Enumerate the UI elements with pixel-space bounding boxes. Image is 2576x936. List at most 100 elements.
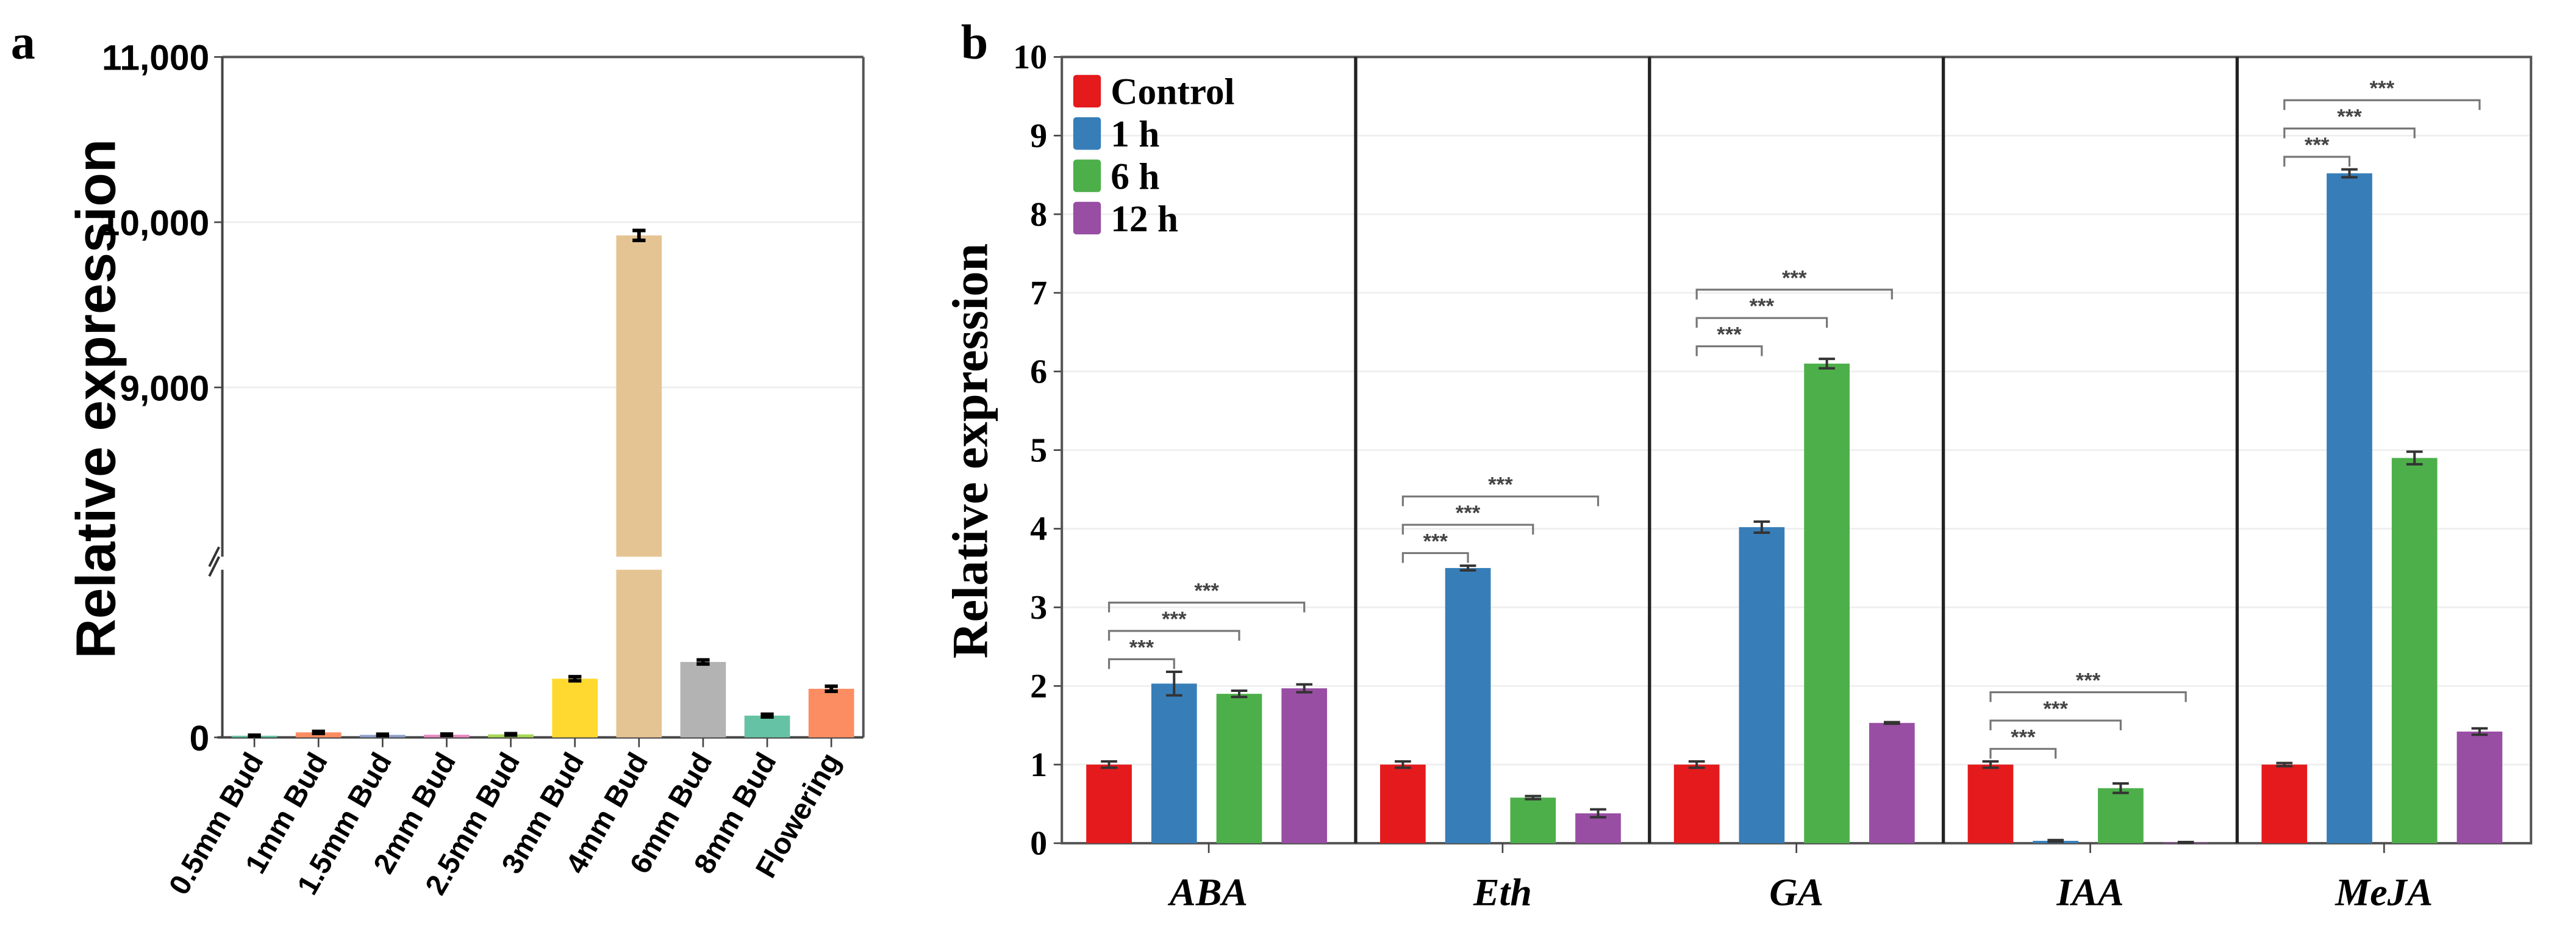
bar-lower-part <box>616 569 662 738</box>
error-bar <box>1819 358 1835 370</box>
bar <box>552 679 598 738</box>
error-bar <box>1883 721 1900 725</box>
error-bar <box>760 712 774 719</box>
y-tick-label: 0 <box>1030 825 1047 863</box>
legend-label: 12 h <box>1111 198 1178 240</box>
significance-bracket <box>1401 552 1469 563</box>
x-tick-label: ABA <box>1167 870 1248 913</box>
error-bar <box>568 675 582 683</box>
y-tick-label: 10 <box>1013 38 1047 76</box>
significance-label: *** <box>1750 295 1775 318</box>
significance-label: *** <box>1423 530 1448 553</box>
significance-bracket <box>1989 747 2057 759</box>
significance-label: *** <box>2370 77 2395 100</box>
axis-break-mark <box>208 546 221 577</box>
legend-swatch <box>1073 159 1101 192</box>
error-bar <box>1525 794 1542 801</box>
error-bar <box>1688 760 1705 769</box>
significance-bracket <box>2283 99 2481 110</box>
bar <box>680 661 726 738</box>
y-tick-label: 6 <box>1030 353 1047 391</box>
bar <box>1739 527 1785 843</box>
y-tick-label: 2 <box>1030 668 1047 705</box>
error-bar <box>1231 689 1248 699</box>
significance-label: *** <box>1456 502 1481 525</box>
significance-bracket <box>1695 345 1763 356</box>
error-bar <box>504 732 518 737</box>
y-tick-label: 0 <box>190 719 210 758</box>
bar <box>1151 683 1197 843</box>
error-bar <box>1982 760 1999 769</box>
bar <box>1445 567 1491 843</box>
error-bar <box>2113 782 2129 794</box>
significance-label: *** <box>1194 580 1219 603</box>
bar <box>2261 765 2308 843</box>
bar <box>1379 765 1426 843</box>
error-bar <box>2047 838 2064 843</box>
legend-swatch <box>1073 74 1101 108</box>
y-tick-label: 4 <box>1030 510 1047 548</box>
significance-bracket <box>1695 289 1893 300</box>
significance-label: *** <box>2043 697 2068 721</box>
error-bar <box>1395 760 1411 769</box>
error-bar <box>1459 564 1476 572</box>
significance-label: *** <box>2305 134 2330 157</box>
y-tick-label: 10,000 <box>100 204 210 243</box>
significance-bracket <box>1107 658 1175 669</box>
bar <box>1967 765 2014 843</box>
error-bar <box>1101 760 1117 769</box>
error-bar <box>2471 727 2488 736</box>
y-tick-label: 1 <box>1030 746 1047 784</box>
error-bar <box>312 729 325 735</box>
legend-label: Control <box>1111 71 1234 113</box>
y-axis-label: Relative expression <box>942 243 998 659</box>
error-bar <box>2177 841 2194 844</box>
bar <box>1281 688 1328 843</box>
error-bar <box>1165 671 1182 697</box>
significance-label: *** <box>1129 636 1154 659</box>
legend-label: 1 h <box>1111 113 1159 155</box>
bar <box>616 235 662 557</box>
error-bar <box>2341 168 2358 179</box>
panel-b-chart: 0 1 2 3 4 5 6 7 8 9 10 Relative expression ABA *** ***… <box>942 38 2533 913</box>
bar <box>744 715 790 738</box>
significance-bracket <box>1989 719 2122 730</box>
panel-label-a: a <box>11 16 35 70</box>
y-tick-label: 5 <box>1030 431 1047 469</box>
error-bar <box>632 228 646 242</box>
error-bar <box>376 732 390 738</box>
bar <box>1869 722 1915 843</box>
significance-bracket <box>1107 602 1306 613</box>
y-tick-label: 3 <box>1030 589 1047 627</box>
bar <box>2456 731 2503 843</box>
error-bar <box>440 732 454 738</box>
legend-label: 6 h <box>1111 156 1159 197</box>
bar <box>2327 173 2372 843</box>
x-tick-label: IAA <box>2056 870 2123 913</box>
significance-label: *** <box>1782 267 1807 290</box>
error-bar <box>1296 683 1313 694</box>
bar <box>2391 458 2438 843</box>
y-tick-label: 7 <box>1030 275 1047 312</box>
legend-swatch <box>1073 201 1101 235</box>
bar <box>808 688 854 738</box>
significance-label: *** <box>2076 669 2101 693</box>
bar <box>1216 694 1262 843</box>
error-bar <box>1590 808 1606 819</box>
y-tick-label: 9 <box>1030 117 1047 155</box>
panel-label-b: b <box>961 16 989 70</box>
significance-bracket <box>1401 495 1600 506</box>
bar <box>1804 363 1850 843</box>
bar <box>2098 788 2144 843</box>
error-bar <box>2406 450 2423 466</box>
y-tick-label: 11,000 <box>102 38 209 78</box>
y-axis-label: Relative expression <box>65 139 127 659</box>
y-tick-label: 9,000 <box>120 369 209 408</box>
bar <box>1673 765 1720 843</box>
significance-label: *** <box>2011 725 2036 749</box>
error-bar <box>825 684 838 693</box>
error-bar <box>248 733 261 738</box>
error-bar <box>2276 761 2293 768</box>
significance-bracket <box>2283 128 2416 139</box>
